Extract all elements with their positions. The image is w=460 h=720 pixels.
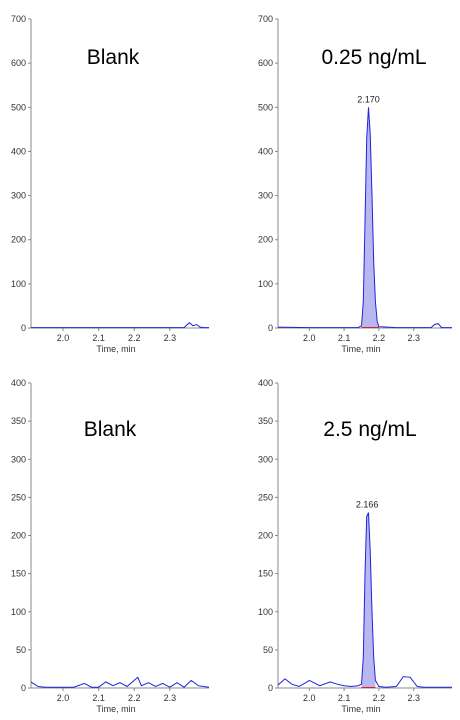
y-tick-label: 400 <box>258 146 273 156</box>
y-tick-label: 400 <box>11 146 26 156</box>
panel-title: 2.5 ng/mL <box>323 418 416 441</box>
y-tick-label: 500 <box>11 102 26 112</box>
y-tick-label: 300 <box>258 191 273 201</box>
chart-panel-3: 0 50 100 150 200 250 300 350 400 2.0 2.1 2.2 2.3 Time… <box>11 378 210 714</box>
chart-panel-1: 0 100 200 300 400 500 600 700 2.0 2.1 2.2 2.3 Time, … <box>11 14 209 354</box>
y-tick-label: 0 <box>21 323 26 333</box>
x-tick-label: 2.0 <box>303 333 316 343</box>
chart-panel-2: 0 100 200 300 400 500 600 700 2.0 2.1 2.2 2.3 Time, … <box>258 14 452 354</box>
panel-title: Blank <box>84 418 137 441</box>
y-tick-label: 200 <box>11 235 26 245</box>
y-tick-label: 50 <box>16 645 26 655</box>
x-tick-label: 2.1 <box>338 693 351 703</box>
y-tick-label: 150 <box>11 569 26 579</box>
y-tick-label: 300 <box>258 454 273 464</box>
peak-area <box>361 107 379 329</box>
panel-title: 0.25 ng/mL <box>321 46 426 69</box>
x-axis-label: Time, min <box>96 344 135 354</box>
x-tick-label: 2.0 <box>57 693 70 703</box>
y-tick-label: 700 <box>258 14 273 24</box>
y-tick-label: 600 <box>258 58 273 68</box>
y-tick-label: 250 <box>11 492 26 502</box>
y-tick-label: 400 <box>11 378 26 388</box>
y-tick-label: 100 <box>11 607 26 617</box>
x-tick-label: 2.2 <box>373 693 386 703</box>
y-tick-label: 400 <box>258 378 273 388</box>
x-axis-label: Time, min <box>341 344 380 354</box>
y-tick-label: 50 <box>263 645 273 655</box>
y-tick-label: 700 <box>11 14 26 24</box>
y-tick-label: 100 <box>11 279 26 289</box>
peak-area <box>361 512 376 688</box>
panel-title: Blank <box>87 46 140 69</box>
chart-panel-4: 0 50 100 150 200 250 300 350 400 2.0 2.1 2.2 2.3 Time… <box>258 378 452 714</box>
y-tick-label: 350 <box>258 416 273 426</box>
y-tick-label: 200 <box>11 531 26 541</box>
y-tick-label: 300 <box>11 191 26 201</box>
x-tick-label: 2.3 <box>407 333 420 343</box>
y-tick-label: 600 <box>11 58 26 68</box>
y-tick-label: 0 <box>21 683 26 693</box>
x-tick-label: 2.2 <box>373 333 386 343</box>
x-tick-label: 2.0 <box>303 693 316 703</box>
y-tick-label: 250 <box>258 492 273 502</box>
chromatogram-trace <box>277 512 452 688</box>
y-tick-label: 300 <box>11 454 26 464</box>
x-axis-label: Time, min <box>341 704 380 714</box>
y-tick-label: 0 <box>268 323 273 333</box>
y-tick-label: 100 <box>258 279 273 289</box>
y-tick-label: 350 <box>11 416 26 426</box>
chromatogram-trace <box>31 322 209 329</box>
x-tick-label: 2.3 <box>407 693 420 703</box>
peak-label: 2.166 <box>356 500 379 510</box>
peak-label: 2.170 <box>357 94 380 104</box>
chromatogram-trace <box>30 676 210 688</box>
y-tick-label: 150 <box>258 569 273 579</box>
y-tick-label: 200 <box>258 235 273 245</box>
x-tick-label: 2.3 <box>164 693 177 703</box>
x-tick-label: 2.1 <box>92 333 105 343</box>
x-tick-label: 2.1 <box>92 693 105 703</box>
chromatogram-trace <box>277 107 452 329</box>
y-tick-label: 200 <box>258 531 273 541</box>
x-tick-label: 2.1 <box>338 333 351 343</box>
y-tick-label: 0 <box>268 683 273 693</box>
x-tick-label: 2.3 <box>164 333 177 343</box>
y-tick-label: 100 <box>258 607 273 617</box>
x-axis-label: Time, min <box>96 704 135 714</box>
x-tick-label: 2.2 <box>128 333 141 343</box>
x-tick-label: 2.0 <box>57 333 70 343</box>
y-tick-label: 500 <box>258 102 273 112</box>
x-tick-label: 2.2 <box>128 693 141 703</box>
